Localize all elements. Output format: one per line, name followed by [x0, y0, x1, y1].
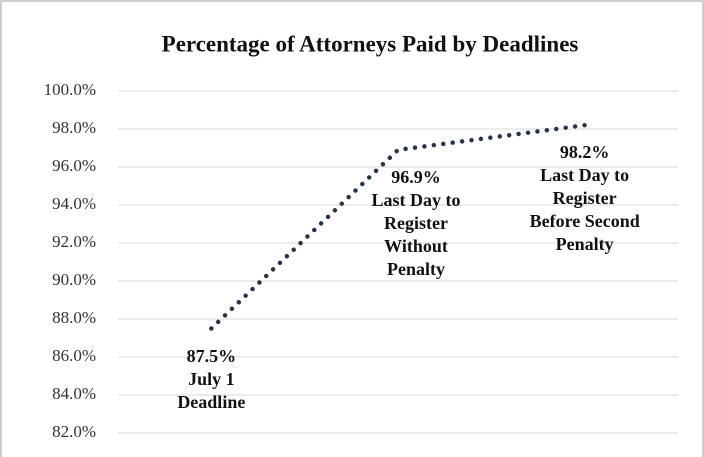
category-label: Last Day to Register Without Penalty: [371, 189, 461, 279]
data-label: 87.5% July 1 Deadline: [153, 345, 269, 414]
y-tick-label: 88.0%: [52, 308, 96, 327]
value-label: 98.2%: [559, 142, 610, 163]
y-tick-label: 86.0%: [52, 346, 96, 365]
y-tick-label: 90.0%: [52, 270, 96, 289]
data-line: [209, 122, 587, 331]
data-label: 96.9% Last Day to Register Without Penalt…: [358, 166, 474, 281]
value-label: 87.5%: [186, 345, 237, 366]
y-tick-label: 92.0%: [52, 232, 96, 251]
data-label: 98.2% Last Day to Register Before Second …: [527, 141, 643, 256]
y-tick-label: 84.0%: [52, 384, 96, 403]
category-label: Last Day to Register Before Second Penal…: [529, 165, 640, 255]
y-tick-label: 98.0%: [52, 118, 96, 137]
y-tick-label: 82.0%: [52, 422, 96, 441]
chart-title: Percentage of Attorneys Paid by Deadline…: [162, 31, 579, 56]
category-label: July 1 Deadline: [177, 368, 246, 412]
y-tick-label: 96.0%: [52, 156, 96, 175]
value-label: 96.9%: [391, 166, 441, 187]
y-tick-label: 100.0%: [44, 80, 96, 99]
y-tick-label: 94.0%: [52, 194, 96, 213]
